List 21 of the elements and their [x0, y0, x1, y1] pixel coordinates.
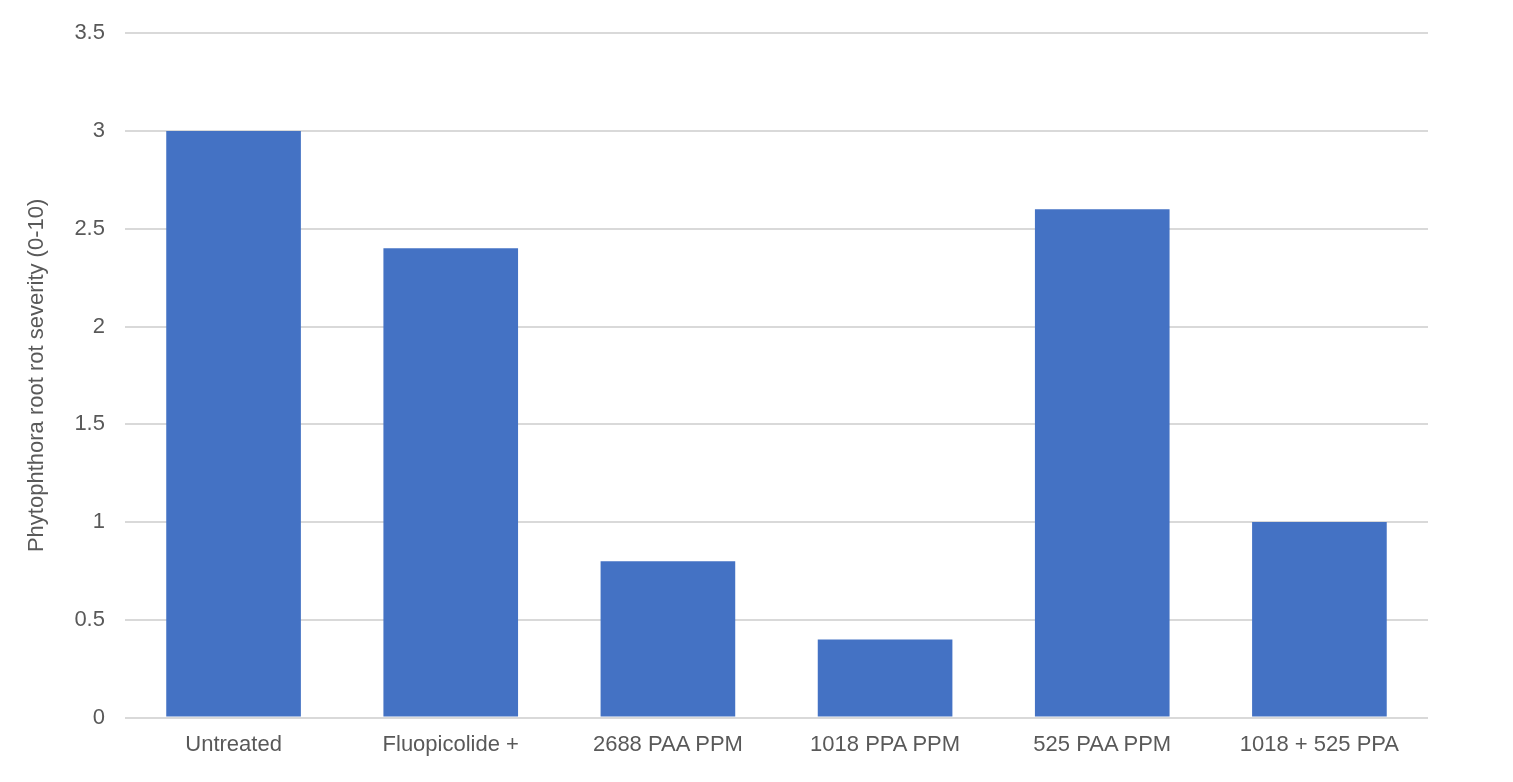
y-tick-label: 3: [92, 117, 105, 143]
y-tick-label: 1.5: [74, 410, 105, 436]
x-tick-label: Untreated: [185, 730, 282, 756]
bar: [166, 130, 301, 717]
bar: [817, 639, 953, 717]
x-tick-label: 2688 PAA PPM: [592, 730, 743, 756]
x-tick-label: 1018 PPA PPM: [810, 730, 961, 756]
y-tick-label: 1: [92, 508, 105, 534]
bar: [600, 561, 736, 717]
y-tick-label: 2.5: [74, 214, 105, 240]
y-axis-title: Phytophthora root rot severity (0-10): [23, 198, 49, 553]
x-tick-label: 525 PAA PPM: [1033, 730, 1172, 756]
y-tick-label: 0: [92, 703, 105, 729]
y-tick-label: 0.5: [74, 605, 105, 631]
x-tick-label: 1018 + 525 PPA: [1239, 730, 1400, 756]
bar: [383, 248, 519, 717]
x-tick-label: Fluopicolide +: [382, 730, 519, 756]
y-tick-label: 2: [92, 312, 105, 338]
bar: [1034, 209, 1170, 717]
bar: [1252, 522, 1387, 717]
y-tick-label: 3.5: [74, 19, 105, 45]
